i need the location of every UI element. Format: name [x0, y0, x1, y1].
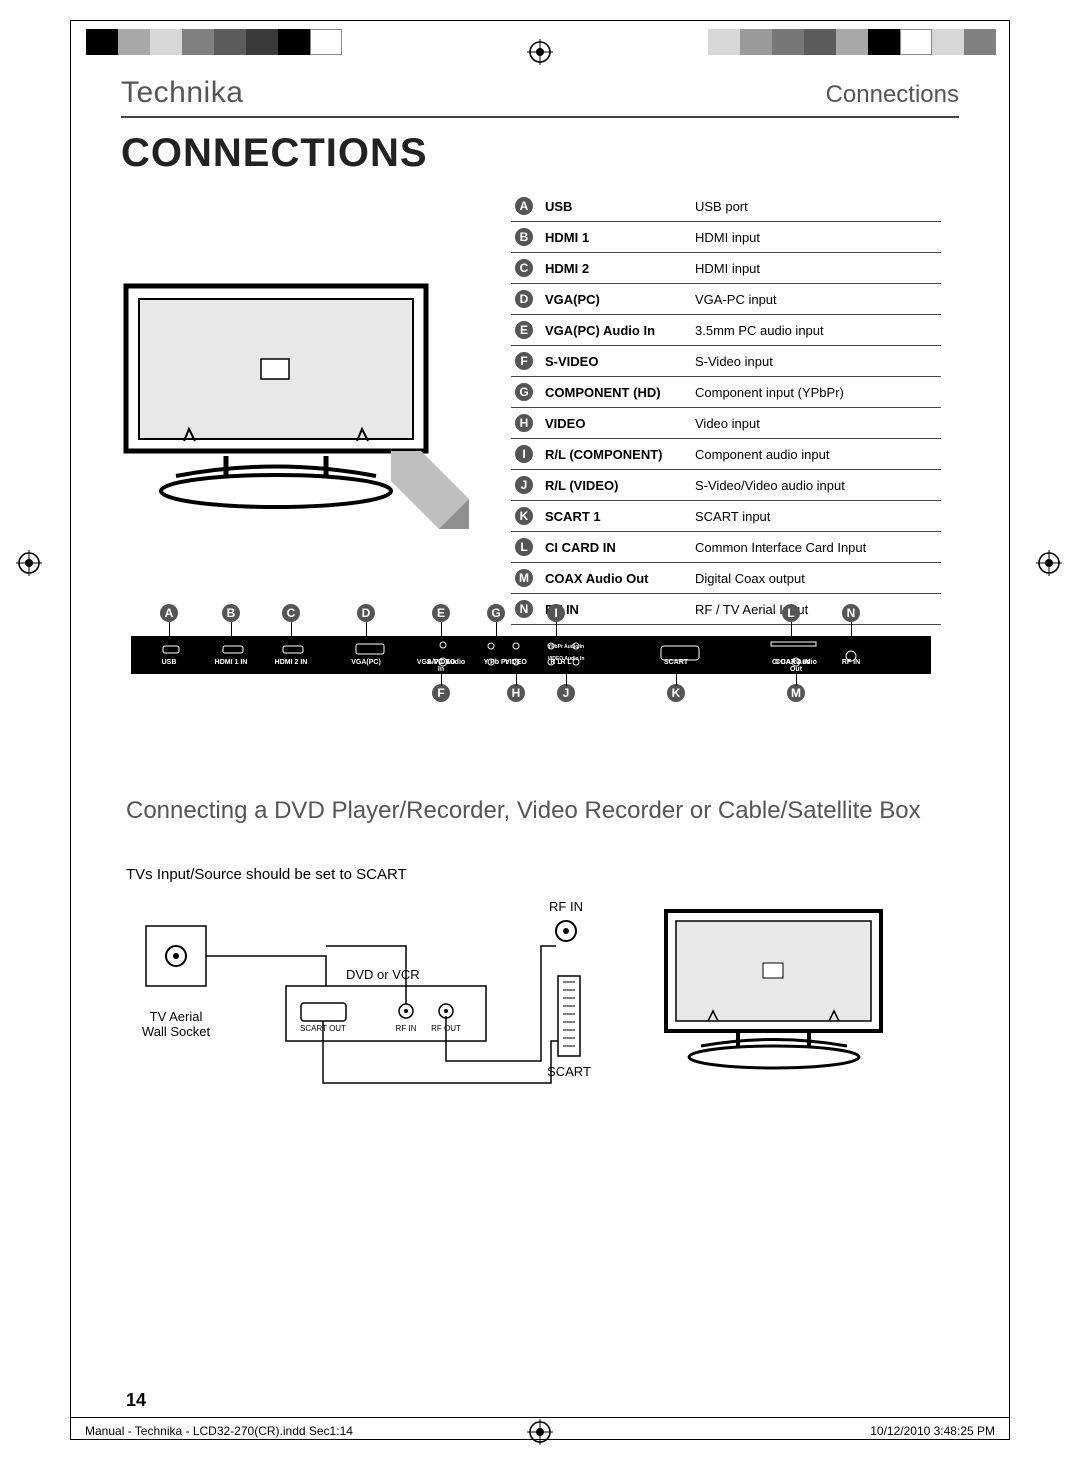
letter-bubble: F [515, 352, 533, 370]
table-row: L CI CARD INCommon Interface Card Input [511, 532, 941, 563]
rear-port-label: SCART [651, 659, 701, 666]
conn-desc: Component input (YPbPr) [691, 377, 941, 408]
rear-port-label: HDMI 1 IN [206, 659, 256, 666]
rear-letter-bubble: L [782, 604, 800, 622]
conn-desc: HDMI input [691, 222, 941, 253]
letter-bubble: C [515, 259, 533, 277]
letter-bubble: H [515, 414, 533, 432]
conn-label: HDMI 1 [541, 222, 691, 253]
conn-label: VGA(PC) [541, 284, 691, 315]
conn-desc: S-Video input [691, 346, 941, 377]
conn-label: SCART 1 [541, 501, 691, 532]
table-row: K SCART 1SCART input [511, 501, 941, 532]
registration-mark-left [16, 550, 42, 581]
conn-desc: SCART input [691, 501, 941, 532]
table-row: I R/L (COMPONENT)Component audio input [511, 439, 941, 470]
letter-bubble: D [515, 290, 533, 308]
rear-letter-bubble: N [842, 604, 860, 622]
label-tv-aerial: TV Aerial [150, 1009, 203, 1024]
rear-letter-bubble: H [507, 684, 525, 702]
conn-desc: HDMI input [691, 253, 941, 284]
conn-desc: Component audio input [691, 439, 941, 470]
rear-port-label: COAX Audio Out [771, 659, 821, 673]
page-header: Technika Connections [121, 76, 959, 118]
arrow-icon [381, 441, 471, 531]
rear-aux-label: VIDEO Audio In [546, 656, 586, 662]
footer-file: Manual - Technika - LCD32-270(CR).indd S… [85, 1424, 353, 1441]
page-number: 14 [126, 1390, 146, 1411]
section2-subtitle: TVs Input/Source should be set to SCART [126, 866, 407, 883]
label-scart: SCART [547, 1064, 591, 1079]
label-wall-socket: Wall Socket [142, 1024, 211, 1039]
registration-mark-top [527, 39, 553, 70]
letter-bubble: G [515, 383, 533, 401]
letter-bubble: M [515, 569, 533, 587]
rear-port-label: USB [144, 659, 194, 666]
rear-letter-bubble: K [667, 684, 685, 702]
label-dvd: DVD or VCR [346, 967, 420, 982]
rear-port-label: VGA(PC) [341, 659, 391, 666]
table-row: D VGA(PC)VGA-PC input [511, 284, 941, 315]
conn-label: VGA(PC) Audio In [541, 315, 691, 346]
conn-desc: S-Video/Video audio input [691, 470, 941, 501]
section-title-top: Connections [826, 81, 959, 109]
table-row: M COAX Audio OutDigital Coax output [511, 563, 941, 594]
rear-letter-bubble: E [432, 604, 450, 622]
rear-aux-label: YPbPr Audio In [546, 644, 586, 650]
letter-bubble: K [515, 507, 533, 525]
rear-letter-bubble: F [432, 684, 450, 702]
section-title-main: CONNECTIONS [121, 131, 428, 176]
rear-panel-diagram: A B C D E F G H I J K L M N USB HDMI 1 IN HDMI 2 IN VGA(… [131, 606, 931, 701]
conn-desc: 3.5mm PC audio input [691, 315, 941, 346]
connections-table: AUSBUSB portBHDMI 1HDMI inputCHDMI 2HDMI… [511, 191, 941, 625]
rear-letter-bubble: A [160, 604, 178, 622]
table-row: G COMPONENT (HD)Component input (YPbPr) [511, 377, 941, 408]
letter-bubble: I [515, 445, 533, 463]
table-row: B HDMI 1HDMI input [511, 222, 941, 253]
rear-letter-bubble: G [487, 604, 505, 622]
table-row: H VIDEOVideo input [511, 408, 941, 439]
conn-desc: VGA-PC input [691, 284, 941, 315]
conn-label: HDMI 2 [541, 253, 691, 284]
registration-mark-bottom [527, 1419, 553, 1450]
rear-letter-bubble: M [787, 684, 805, 702]
conn-label: R/L (VIDEO) [541, 470, 691, 501]
rear-letter-bubble: J [557, 684, 575, 702]
conn-label: R/L (COMPONENT) [541, 439, 691, 470]
conn-label: COAX Audio Out [541, 563, 691, 594]
conn-desc: Common Interface Card Input [691, 532, 941, 563]
letter-bubble: B [515, 228, 533, 246]
connection-diagram: TV Aerial Wall Socket DVD or VCR SCART O… [126, 891, 896, 1111]
table-row: A USBUSB port [511, 191, 941, 222]
table-row: J R/L (VIDEO)S-Video/Video audio input [511, 470, 941, 501]
letter-bubble: L [515, 538, 533, 556]
label-rf-in: RF IN [549, 899, 583, 914]
letter-bubble: J [515, 476, 533, 494]
rear-letter-bubble: D [357, 604, 375, 622]
rear-port-label: HDMI 2 IN [266, 659, 316, 666]
registration-mark-right [1036, 550, 1062, 581]
table-row: F S-VIDEOS-Video input [511, 346, 941, 377]
conn-label: COMPONENT (HD) [541, 377, 691, 408]
label-rf-in2: RF IN [396, 1024, 417, 1033]
brand-logo: Technika [121, 76, 243, 110]
rear-letter-bubble: I [547, 604, 565, 622]
conn-desc: Video input [691, 408, 941, 439]
table-row: C HDMI 2HDMI input [511, 253, 941, 284]
conn-label: S-VIDEO [541, 346, 691, 377]
conn-label: CI CARD IN [541, 532, 691, 563]
rear-letter-bubble: B [222, 604, 240, 622]
conn-desc: Digital Coax output [691, 563, 941, 594]
table-row: E VGA(PC) Audio In3.5mm PC audio input [511, 315, 941, 346]
rear-letter-bubble: C [282, 604, 300, 622]
conn-label: USB [541, 191, 691, 222]
conn-desc: USB port [691, 191, 941, 222]
conn-label: VIDEO [541, 408, 691, 439]
footer-date: 10/12/2010 3:48:25 PM [870, 1424, 995, 1441]
letter-bubble: E [515, 321, 533, 339]
section2-title: Connecting a DVD Player/Recorder, Video … [126, 796, 921, 826]
letter-bubble: A [515, 197, 533, 215]
rear-port-label: S-VIDEO [416, 659, 466, 666]
rear-port-label: RF IN [826, 659, 876, 666]
